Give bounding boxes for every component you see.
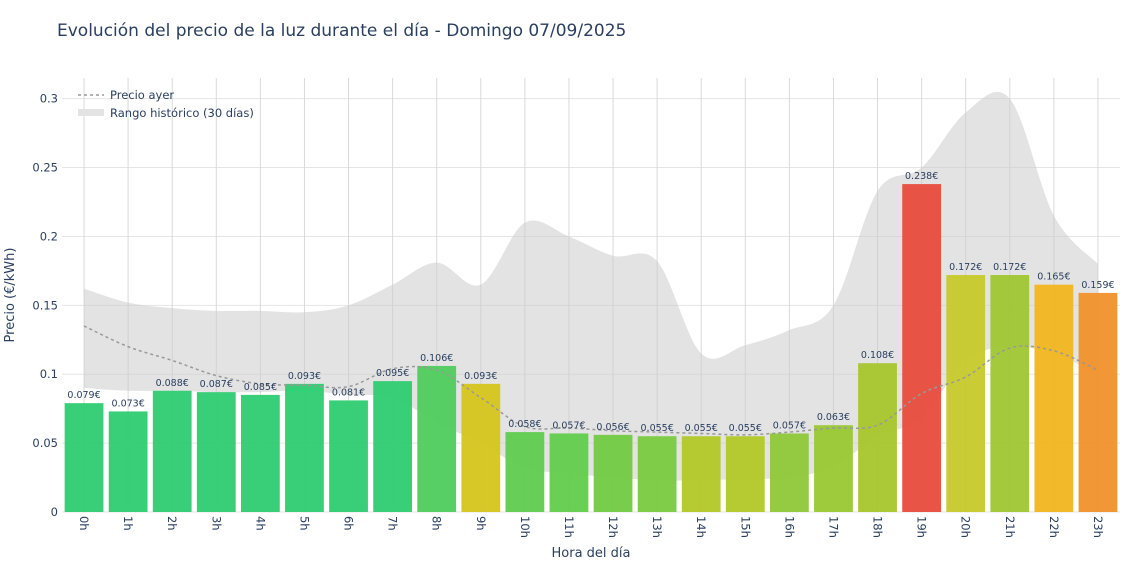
price-bars	[64, 184, 1118, 513]
x-tick-label-8h: 8h	[430, 516, 444, 531]
bar-17h	[814, 425, 853, 512]
bar-value-label-23h: 0.159€	[1081, 280, 1114, 291]
y-tick-label-4: 0.2	[40, 229, 58, 243]
x-tick-label-18h: 18h	[871, 516, 885, 538]
bar-6h	[329, 400, 368, 512]
x-tick-label-12h: 12h	[606, 516, 620, 538]
x-tick-label-0h: 0h	[77, 516, 91, 531]
x-tick-label-11h: 11h	[562, 516, 576, 538]
bar-23h	[1078, 292, 1118, 512]
bar-value-label-9h: 0.093€	[464, 371, 497, 382]
bar-value-label-14h: 0.055€	[685, 423, 718, 434]
bar-14h	[681, 436, 721, 512]
y-tick-label-1: 0.05	[32, 436, 58, 450]
bar-3h	[196, 392, 236, 512]
bar-20h	[946, 275, 986, 512]
bar-value-label-5h: 0.093€	[288, 371, 321, 382]
x-tick-label-4h: 4h	[253, 516, 267, 531]
x-tick-label-13h: 13h	[650, 516, 664, 538]
x-tick-label-20h: 20h	[959, 516, 973, 538]
x-tick-label-23h: 23h	[1091, 516, 1105, 538]
x-tick-label-14h: 14h	[694, 516, 708, 538]
bar-13h	[637, 436, 677, 512]
bar-value-label-7h: 0.095€	[376, 368, 409, 379]
x-tick-label-3h: 3h	[209, 516, 223, 531]
bar-19h	[902, 184, 942, 513]
x-tick-label-16h: 16h	[782, 516, 796, 538]
bar-0h	[64, 403, 104, 512]
bar-value-label-15h: 0.055€	[729, 423, 762, 434]
bar-value-label-21h: 0.172€	[993, 262, 1026, 273]
bar-value-label-11h: 0.057€	[552, 420, 585, 431]
x-tick-label-17h: 17h	[826, 516, 840, 538]
bar-5h	[285, 383, 324, 512]
bar-15h	[725, 436, 765, 512]
x-tick-label-2h: 2h	[165, 516, 179, 531]
legend-previous-day-label: Precio ayer	[110, 88, 174, 102]
chart-title: Evolución del precio de la luz durante e…	[57, 21, 627, 41]
x-tick-label-9h: 9h	[474, 516, 488, 531]
y-tick-label-5: 0.25	[32, 161, 58, 175]
bar-value-label-20h: 0.172€	[949, 262, 982, 273]
x-tick-label-10h: 10h	[518, 516, 532, 538]
bar-21h	[990, 275, 1030, 512]
bar-value-label-1h: 0.073€	[112, 398, 145, 409]
previous-day-line-group	[83, 325, 1099, 436]
bar-10h	[505, 432, 545, 512]
bar-value-label-19h: 0.238€	[905, 171, 938, 182]
x-tick-label-15h: 15h	[738, 516, 752, 538]
legend-historical-range-swatch	[78, 109, 104, 116]
x-tick-label-22h: 22h	[1047, 516, 1061, 538]
historical-range-area	[84, 91, 1098, 481]
x-tick-label-19h: 19h	[915, 516, 929, 538]
x-tick-label-7h: 7h	[386, 516, 400, 531]
bar-11h	[549, 433, 589, 512]
y-tick-label-3: 0.15	[32, 298, 58, 312]
x-tick-label-21h: 21h	[1003, 516, 1017, 538]
bar-2h	[152, 390, 192, 512]
bar-9h	[461, 383, 501, 512]
bar-value-label-13h: 0.055€	[641, 423, 674, 434]
bar-value-label-0h: 0.079€	[67, 390, 100, 401]
bar-value-label-22h: 0.165€	[1037, 272, 1070, 283]
y-axis-title: Precio (€/kWh)	[3, 248, 18, 343]
bar-value-label-4h: 0.085€	[244, 382, 277, 393]
bar-18h	[858, 363, 897, 512]
y-tick-label-2: 0.1	[40, 367, 58, 381]
y-tick-label-6: 0.3	[40, 92, 58, 106]
bar-12h	[593, 434, 633, 512]
bar-value-label-8h: 0.106€	[420, 353, 453, 364]
y-axis: 0 0.05 0.1 0.15 0.2 0.25 0.3	[32, 92, 58, 519]
bar-value-label-6h: 0.081€	[332, 387, 365, 398]
legend: Precio ayer Rango histórico (30 días)	[78, 88, 254, 120]
bar-value-label-12h: 0.056€	[596, 422, 629, 433]
bar-8h	[417, 365, 457, 512]
bar-1h	[108, 411, 148, 512]
legend-historical-range-label: Rango histórico (30 días)	[110, 106, 254, 120]
previous-day-line	[83, 325, 1099, 436]
bar-value-label-3h: 0.087€	[200, 379, 233, 390]
bar-value-label-2h: 0.088€	[156, 378, 189, 389]
x-tick-label-1h: 1h	[121, 516, 135, 531]
bar-4h	[240, 394, 280, 512]
bar-16h	[769, 433, 809, 512]
bar-7h	[373, 381, 413, 512]
bar-value-label-10h: 0.058€	[508, 419, 541, 430]
bar-value-label-17h: 0.063€	[817, 412, 850, 423]
x-axis-title: Hora del día	[552, 546, 631, 561]
y-tick-label-0: 0	[51, 505, 58, 519]
bar-value-labels: 0.079€ 0.073€ 0.088€ 0.087€ 0.085€ 0.093€ 0.08…	[67, 171, 1114, 434]
bar-value-label-18h: 0.108€	[861, 350, 894, 361]
x-axis: 0h 1h 2h 3h 4h 5h 6h 7h 8h 9h 10h 11h 12h 13h 14h 15h 16…	[77, 516, 1105, 538]
x-tick-label-5h: 5h	[297, 516, 311, 531]
x-tick-label-6h: 6h	[342, 516, 356, 531]
bar-22h	[1034, 284, 1074, 512]
historical-range-band	[84, 91, 1098, 481]
bar-value-label-16h: 0.057€	[773, 420, 806, 431]
